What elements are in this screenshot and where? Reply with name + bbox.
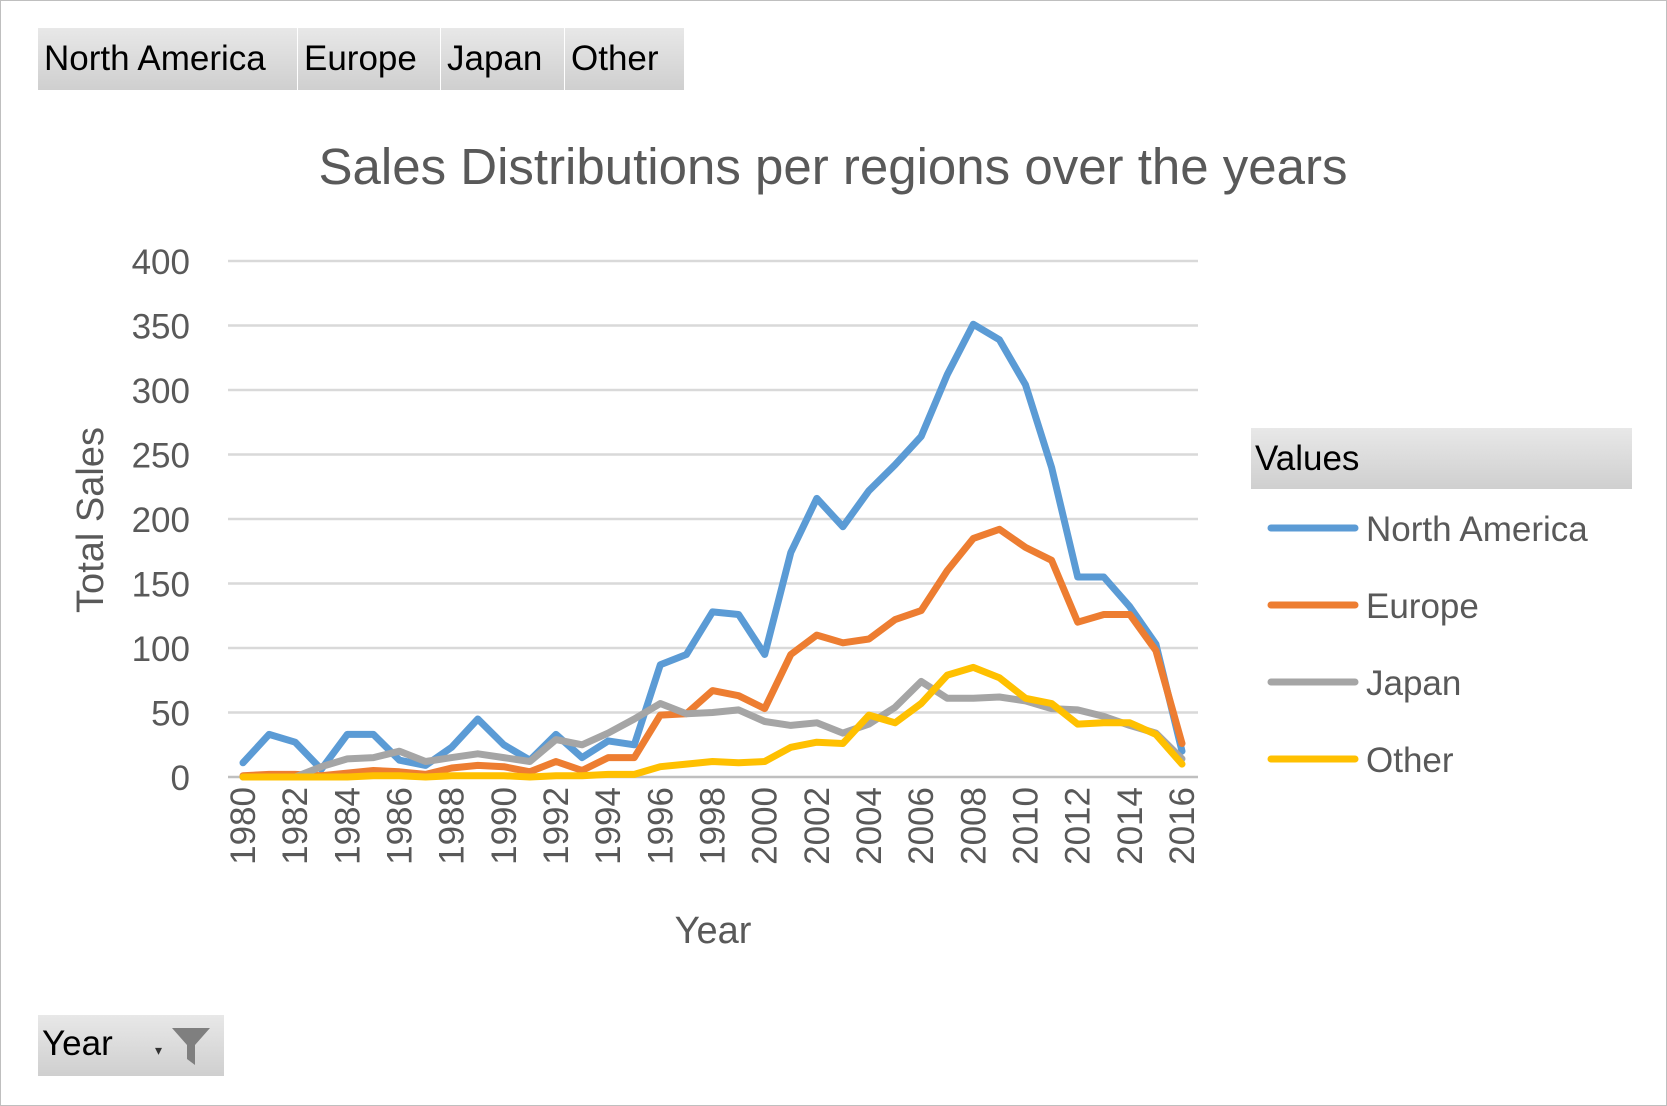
y-tick-label: 150 <box>132 566 190 605</box>
x-tick-label: 1988 <box>433 787 472 865</box>
x-tick-label: 2008 <box>954 787 993 865</box>
y-tick-label: 250 <box>132 437 190 476</box>
legend-values-header[interactable]: Values <box>1251 428 1632 489</box>
x-tick-label: 2006 <box>902 787 941 865</box>
y-axis-ticks: 0 50 100 150 200 250 300 350 400 <box>132 243 190 798</box>
x-tick-label: 1980 <box>224 787 263 865</box>
x-tick-label: 1986 <box>381 787 420 865</box>
dropdown-arrow-icon: ▾ <box>155 1043 163 1059</box>
x-tick-label: 2010 <box>1007 787 1046 865</box>
y-tick-label: 50 <box>151 695 190 734</box>
series-lines <box>239 320 1186 781</box>
x-tick-label: 2014 <box>1111 787 1150 865</box>
series-line-europe <box>239 525 1186 780</box>
series-line-north-america <box>239 320 1186 773</box>
y-tick-label: 300 <box>132 372 190 411</box>
x-tick-label: 2016 <box>1163 787 1202 865</box>
series-line-other <box>239 663 1186 781</box>
x-tick-label: 2002 <box>798 787 837 865</box>
x-tick-label: 1992 <box>537 787 576 865</box>
x-tick-label: 1998 <box>694 787 733 865</box>
year-filter-label: Year <box>42 1024 113 1063</box>
y-tick-label: 350 <box>132 308 190 347</box>
gridlines <box>228 259 1198 779</box>
y-tick-label: 400 <box>132 243 190 282</box>
y-tick-label: 0 <box>171 759 190 798</box>
x-tick-label: 2000 <box>746 787 785 865</box>
x-tick-label: 1982 <box>276 787 315 865</box>
y-tick-label: 200 <box>132 501 190 540</box>
field-button-japan[interactable]: Japan <box>441 28 565 90</box>
legend-entry-label: Other <box>1366 741 1454 780</box>
y-axis-label: Total Sales <box>70 427 112 613</box>
pivot-field-buttons: North America Europe Japan Other <box>38 28 685 90</box>
filter-funnel-icon <box>172 1028 210 1065</box>
x-tick-label: 1994 <box>589 787 628 865</box>
legend: North America Europe Japan Other <box>1267 510 1588 780</box>
field-button-europe[interactable]: Europe <box>298 28 441 90</box>
x-tick-label: 2012 <box>1059 787 1098 865</box>
field-button-other[interactable]: Other <box>565 28 685 90</box>
legend-entry-label: Europe <box>1366 587 1479 626</box>
y-tick-label: 100 <box>132 630 190 669</box>
field-button-north-america[interactable]: North America <box>38 28 298 90</box>
x-tick-label: 2004 <box>850 787 889 865</box>
chart-title: Sales Distributions per regions over the… <box>319 138 1348 195</box>
x-tick-label: 1996 <box>641 787 680 865</box>
legend-entry-label: Japan <box>1366 664 1461 703</box>
legend-entry-label: North America <box>1366 510 1588 549</box>
x-tick-label: 1984 <box>328 787 367 865</box>
year-filter-button[interactable]: Year ▾ <box>38 1015 224 1076</box>
x-tick-label: 1990 <box>485 787 524 865</box>
x-axis-ticks: 1980 1982 1984 1986 1988 1990 1992 1994 1996 1998… <box>224 787 1202 865</box>
x-axis-label: Year <box>675 910 752 952</box>
